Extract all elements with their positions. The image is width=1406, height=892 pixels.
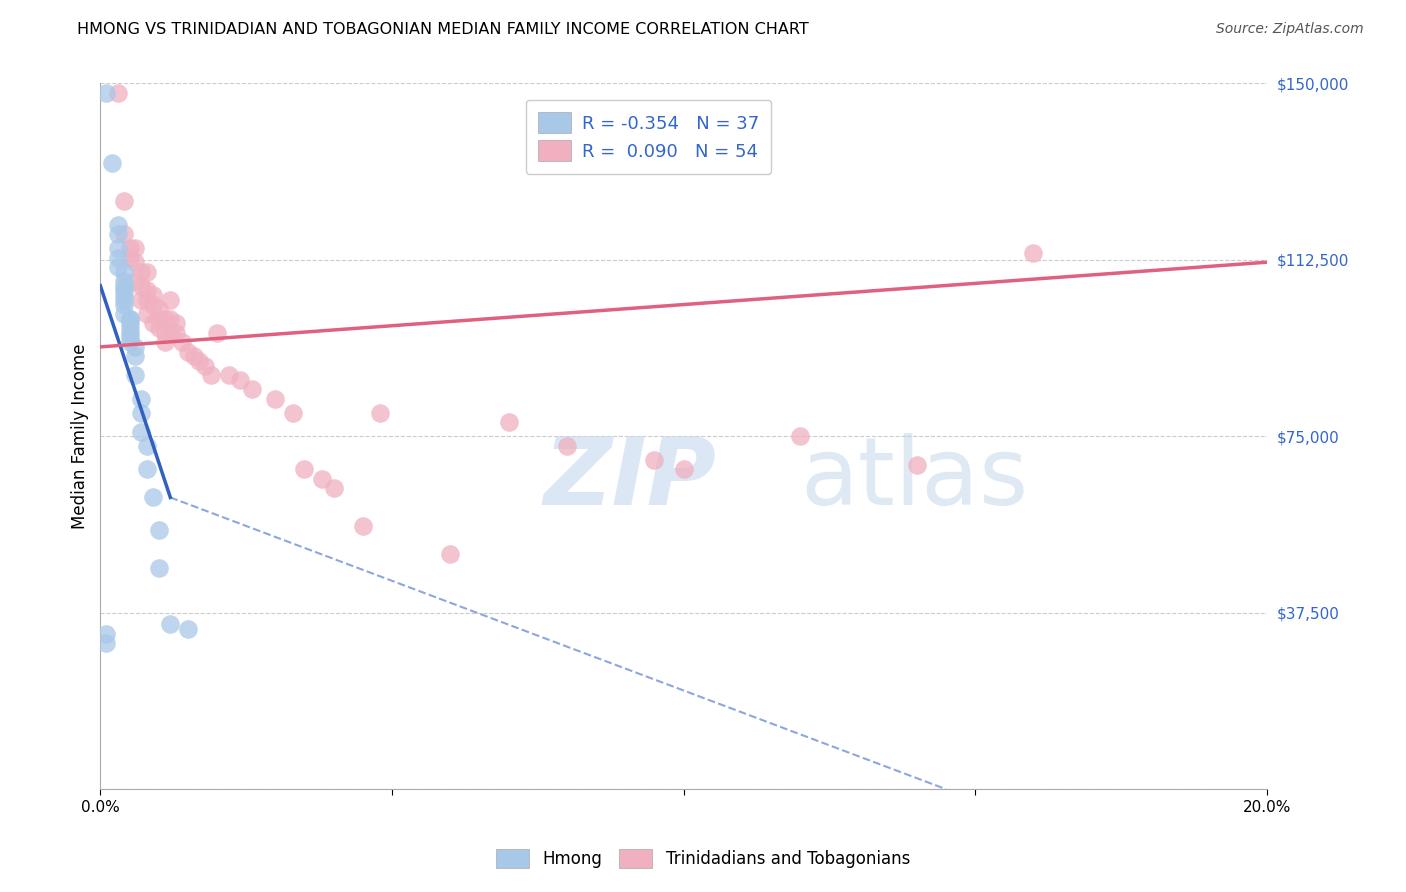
- Point: [124, 274, 146, 288]
- Point: [153, 326, 176, 340]
- Point: [200, 368, 222, 383]
- Point: [118, 330, 141, 344]
- Point: [112, 278, 135, 293]
- Point: [240, 382, 263, 396]
- Point: [112, 227, 135, 241]
- Point: [107, 251, 129, 265]
- Point: [136, 293, 159, 307]
- Point: [1022, 245, 1045, 260]
- Legend: R = -0.354   N = 37, R =  0.090   N = 54: R = -0.354 N = 37, R = 0.090 N = 54: [526, 100, 772, 174]
- Point: [129, 293, 152, 307]
- Point: [322, 481, 344, 495]
- Point: [294, 462, 316, 476]
- Point: [142, 288, 165, 302]
- Point: [311, 472, 333, 486]
- Point: [96, 627, 118, 641]
- Point: [124, 255, 146, 269]
- Y-axis label: Median Family Income: Median Family Income: [72, 343, 89, 529]
- Point: [107, 218, 129, 232]
- Point: [148, 302, 170, 317]
- Point: [112, 288, 135, 302]
- Point: [107, 241, 129, 255]
- Point: [194, 359, 217, 373]
- Point: [136, 462, 159, 476]
- Point: [124, 368, 146, 383]
- Point: [129, 425, 152, 439]
- Point: [789, 429, 811, 443]
- Point: [264, 392, 287, 406]
- Point: [136, 439, 159, 453]
- Point: [177, 344, 200, 359]
- Point: [107, 260, 129, 274]
- Text: HMONG VS TRINIDADIAN AND TOBAGONIAN MEDIAN FAMILY INCOME CORRELATION CHART: HMONG VS TRINIDADIAN AND TOBAGONIAN MEDI…: [77, 22, 808, 37]
- Point: [177, 622, 200, 636]
- Point: [188, 354, 211, 368]
- Point: [672, 462, 695, 476]
- Point: [96, 636, 118, 650]
- Point: [107, 86, 129, 100]
- Point: [281, 406, 304, 420]
- Point: [112, 265, 135, 279]
- Point: [229, 373, 252, 387]
- Point: [170, 335, 193, 350]
- Point: [555, 439, 578, 453]
- Point: [136, 265, 159, 279]
- Point: [142, 297, 165, 311]
- Point: [498, 415, 520, 429]
- Point: [153, 335, 176, 350]
- Point: [129, 278, 152, 293]
- Point: [148, 524, 170, 538]
- Point: [112, 293, 135, 307]
- Point: [148, 321, 170, 335]
- Point: [129, 392, 152, 406]
- Point: [136, 284, 159, 298]
- Text: Source: ZipAtlas.com: Source: ZipAtlas.com: [1216, 22, 1364, 37]
- Point: [165, 326, 187, 340]
- Point: [118, 321, 141, 335]
- Point: [129, 406, 152, 420]
- Point: [112, 284, 135, 298]
- Point: [101, 156, 124, 170]
- Point: [159, 293, 181, 307]
- Point: [118, 241, 141, 255]
- Point: [159, 617, 181, 632]
- Point: [112, 194, 135, 208]
- Point: [112, 297, 135, 311]
- Point: [148, 561, 170, 575]
- Point: [205, 326, 228, 340]
- Point: [142, 317, 165, 331]
- Point: [118, 311, 141, 326]
- Point: [142, 491, 165, 505]
- Point: [165, 317, 187, 331]
- Text: ZIP: ZIP: [544, 433, 717, 524]
- Point: [218, 368, 240, 383]
- Point: [148, 311, 170, 326]
- Point: [118, 251, 141, 265]
- Point: [124, 340, 146, 354]
- Point: [124, 241, 146, 255]
- Point: [643, 452, 665, 467]
- Point: [368, 406, 391, 420]
- Point: [129, 265, 152, 279]
- Point: [439, 547, 461, 561]
- Legend: Hmong, Trinidadians and Tobagonians: Hmong, Trinidadians and Tobagonians: [488, 840, 918, 877]
- Point: [112, 307, 135, 321]
- Point: [107, 227, 129, 241]
- Point: [905, 458, 928, 472]
- Point: [118, 317, 141, 331]
- Point: [112, 274, 135, 288]
- Point: [136, 307, 159, 321]
- Point: [118, 311, 141, 326]
- Point: [118, 335, 141, 350]
- Point: [159, 311, 181, 326]
- Point: [352, 518, 374, 533]
- Text: atlas: atlas: [800, 433, 1028, 524]
- Point: [183, 349, 205, 363]
- Point: [153, 311, 176, 326]
- Point: [96, 86, 118, 100]
- Point: [124, 349, 146, 363]
- Point: [159, 326, 181, 340]
- Point: [118, 326, 141, 340]
